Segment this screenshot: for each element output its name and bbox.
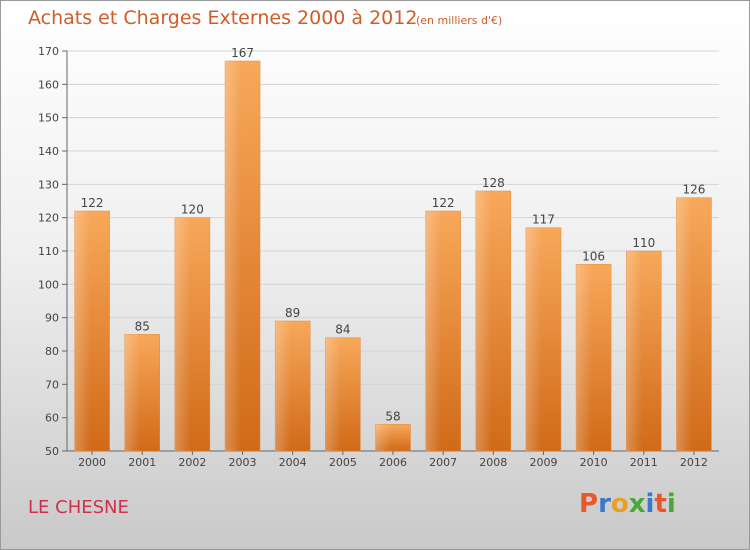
y-tick-label: 150 [38,112,59,125]
bar-highlight [375,424,392,451]
bar-value-label: 58 [385,409,400,423]
x-tick-label: 2006 [379,456,407,469]
bar-value-label: 128 [482,176,505,190]
x-tick-label: 2005 [329,456,357,469]
x-tick-label: 2003 [229,456,257,469]
bar-highlight [124,334,141,451]
logo-letter: P [579,489,599,519]
bar-highlight [525,227,542,451]
y-tick-label: 70 [45,378,59,391]
logo-letter: t [654,489,667,519]
x-tick-label: 2001 [128,456,156,469]
y-tick-label: 90 [45,312,59,325]
proxiti-logo: Proxiti [579,489,676,519]
bar-highlight [275,321,291,451]
chart-title: Achats et Charges Externes 2000 à 2012 [28,7,418,29]
y-tick-label: 160 [38,78,59,91]
axes [62,50,719,455]
x-tick-label: 2012 [680,456,708,469]
bar-value-label: 126 [682,183,705,197]
bar-value-label: 117 [532,213,555,227]
x-tick-label: 2009 [529,456,557,469]
bar-value-label: 167 [231,46,254,60]
bar-highlight [676,197,693,451]
logo-letter: o [610,489,629,519]
bar-highlight [225,61,241,451]
bar-highlight [626,251,643,451]
y-tick-label: 80 [45,345,59,358]
logo-letter: x [628,489,646,519]
x-tick-label: 2008 [479,456,507,469]
labels: 50 60 70 80 90 100 110 120 130 140 150 160 170 122 200… [38,45,708,469]
bar-highlight [576,264,592,451]
y-tick-label: 50 [45,445,59,458]
bar-highlight [174,217,191,451]
bar-highlight [475,191,492,451]
y-tick-label: 130 [38,178,59,191]
y-tick-label: 120 [38,212,59,225]
x-tick-label: 2004 [279,456,307,469]
chart-unit: (en milliers d'€) [416,14,503,27]
y-tick-label: 100 [38,278,59,291]
bar-highlight [74,211,91,451]
x-tick-label: 2011 [630,456,658,469]
bar-value-label: 106 [582,249,605,263]
x-tick-label: 2010 [580,456,608,469]
x-tick-label: 2002 [178,456,206,469]
y-tick-label: 170 [38,45,59,58]
x-tick-label: 2007 [429,456,457,469]
y-tick-label: 140 [38,145,59,158]
logo-letter: i [645,489,655,519]
bar-value-label: 84 [335,323,350,337]
bar-highlight [325,337,342,451]
bar-value-label: 89 [285,306,300,320]
logo-letter: r [598,489,611,519]
bar-value-label: 120 [181,203,204,217]
bar-value-label: 122 [432,196,455,210]
bar-highlight [425,211,442,451]
bar-value-label: 122 [81,196,104,210]
bars [74,60,712,452]
bar-value-label: 85 [135,319,150,333]
y-tick-label: 110 [38,245,59,258]
x-tick-label: 2000 [78,456,106,469]
grid-lines [67,50,719,452]
logo-letter: i [666,489,676,519]
place-name: LE CHESNE [28,497,129,518]
bar-value-label: 110 [632,236,655,250]
y-tick-label: 60 [45,412,59,425]
